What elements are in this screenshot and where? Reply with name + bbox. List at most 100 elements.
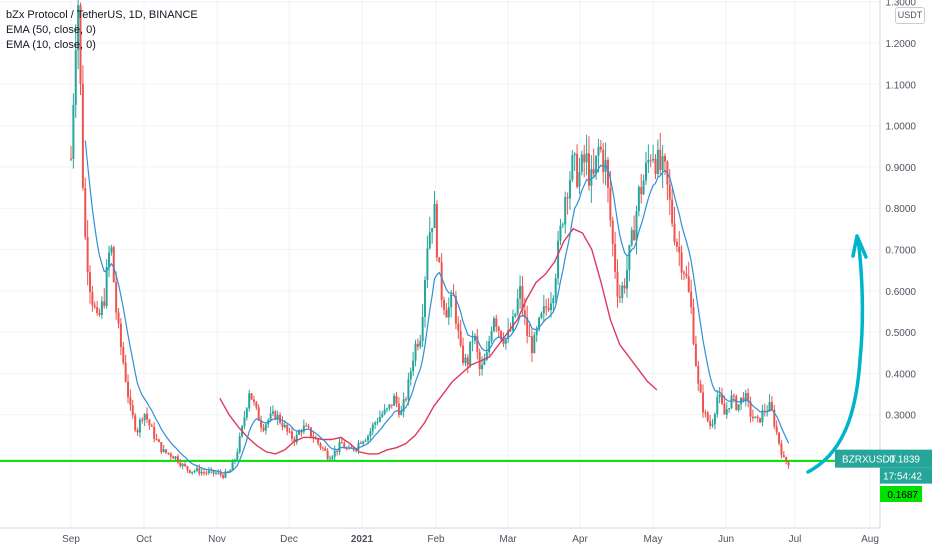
candle-body	[447, 307, 450, 318]
candle-body	[730, 395, 733, 409]
candle-body	[642, 180, 645, 195]
candle-body	[637, 187, 640, 212]
candle-body	[483, 359, 486, 365]
candle-body	[519, 286, 522, 299]
candle-body	[222, 475, 225, 478]
candle-body	[668, 184, 671, 200]
candle-body	[117, 312, 120, 324]
candle-body	[690, 291, 693, 308]
candle-body	[96, 307, 99, 314]
candle-body	[338, 442, 341, 452]
candle-body	[362, 441, 365, 444]
candle-body	[756, 416, 759, 418]
currency-button[interactable]: USDT	[895, 7, 925, 24]
candle-body	[200, 472, 203, 474]
candle-body	[602, 149, 605, 172]
candle-body	[402, 399, 405, 412]
candle-body	[309, 427, 312, 437]
candle-body	[414, 343, 417, 361]
candle-body	[281, 422, 284, 427]
candle-body	[184, 464, 187, 467]
y-tick-label: 1.0000	[885, 122, 916, 133]
candle-body	[538, 317, 541, 330]
candle-body	[162, 449, 165, 452]
candle-body	[542, 306, 545, 314]
candle-body	[495, 318, 498, 328]
candle-body	[647, 159, 650, 163]
candle-body	[578, 171, 581, 187]
y-tick-label: 0.6000	[885, 287, 916, 298]
x-tick-label: 2021	[351, 534, 374, 545]
candle-body	[77, 5, 80, 51]
candle-body	[319, 443, 322, 448]
candle-body	[357, 442, 360, 450]
support-price-tag	[880, 486, 922, 502]
candle-body	[328, 458, 331, 460]
symbol-title[interactable]: bZx Protocol / TetherUS, 1D, BINANCE	[6, 9, 198, 21]
candle-body	[497, 327, 500, 332]
last-price-tag	[835, 449, 932, 468]
candle-body	[340, 442, 343, 444]
candle-body	[573, 153, 576, 156]
candle-body	[685, 273, 688, 277]
candle-body	[678, 246, 681, 253]
candle-body	[333, 450, 336, 457]
candle-body	[238, 436, 241, 453]
candle-body	[459, 330, 462, 346]
candle-body	[464, 357, 467, 363]
candle-body	[169, 453, 172, 457]
candle-body	[549, 303, 552, 311]
candle-body	[576, 153, 579, 187]
candle-body	[507, 330, 510, 340]
candle-body	[500, 331, 503, 340]
candle-body	[775, 426, 778, 433]
candle-body	[378, 416, 381, 422]
candle-body	[709, 421, 712, 426]
candle-body	[141, 419, 144, 421]
candle-body	[397, 403, 400, 416]
candle-body	[203, 472, 206, 474]
candle-body	[559, 225, 562, 241]
candle-body	[488, 341, 491, 353]
ema10-legend[interactable]: EMA (10, close, 0)	[6, 39, 96, 51]
candle-body	[416, 343, 419, 347]
candle-body	[787, 461, 790, 466]
last-price-value: 0.1839	[889, 455, 920, 466]
candle-body	[153, 426, 156, 439]
candle-body	[248, 393, 251, 409]
price-axis[interactable]: 0.20000.30000.40000.50000.60000.70000.80…	[879, 0, 916, 528]
candle-body	[454, 295, 457, 324]
candle-body	[687, 276, 690, 292]
candle-body	[214, 472, 217, 474]
candle-body	[390, 404, 393, 406]
candle-body	[369, 431, 372, 437]
candle-body	[314, 438, 317, 440]
candle-body	[440, 262, 443, 301]
candle-body	[138, 419, 141, 433]
candle-body	[737, 404, 740, 410]
candle-body	[675, 242, 678, 247]
candle-body	[321, 447, 324, 449]
candle-body	[343, 443, 346, 449]
candle-body	[735, 396, 738, 410]
ema10-line	[84, 140, 790, 474]
candle-body	[671, 199, 674, 224]
candle-body	[580, 154, 583, 172]
y-tick-label: 1.3000	[885, 0, 916, 9]
candle-body	[207, 470, 210, 474]
candle-body	[371, 424, 374, 432]
time-axis[interactable]: Sep Oct Nov Dec 2021 Feb Mar Apr May Jun Jul Aug	[0, 527, 880, 545]
candle-body	[431, 228, 434, 233]
candle-body	[526, 317, 529, 336]
candle-body	[70, 158, 72, 160]
candle-body	[621, 285, 624, 298]
candle-body	[694, 343, 697, 366]
candle-body	[485, 352, 488, 360]
candle-body	[571, 155, 574, 180]
candle-body	[452, 294, 455, 296]
candle-body	[236, 452, 239, 460]
ema50-legend[interactable]: EMA (50, close, 0)	[6, 24, 96, 36]
candle-body	[160, 442, 163, 452]
candle-body	[262, 427, 265, 431]
